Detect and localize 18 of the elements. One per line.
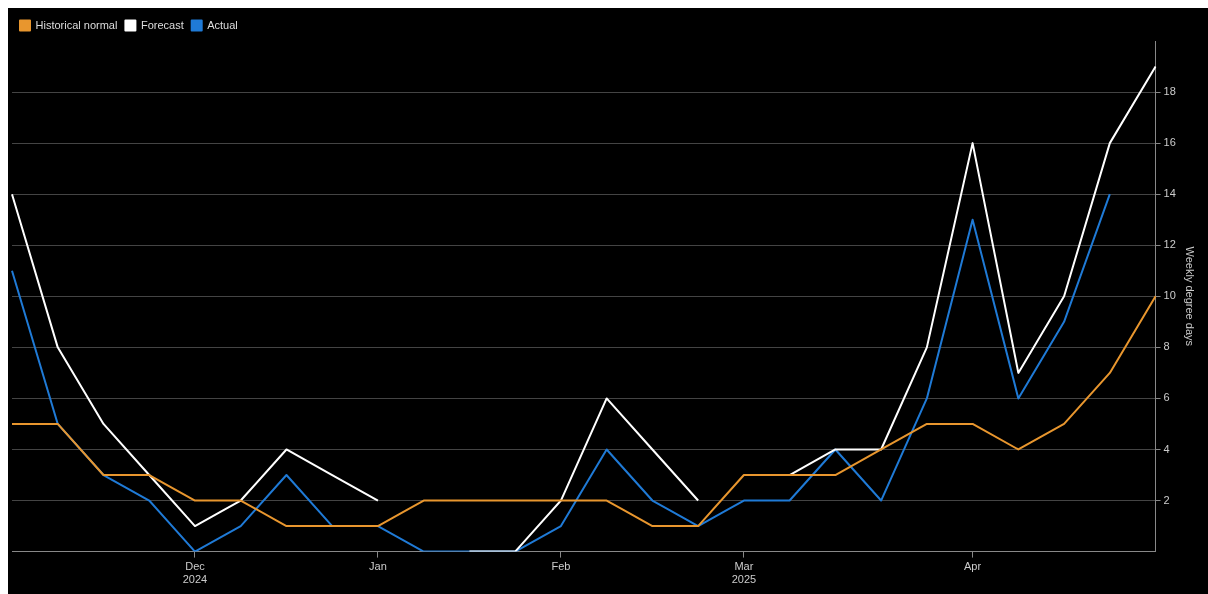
y-tick-label: 10 xyxy=(1163,289,1176,302)
y-tick-label: 18 xyxy=(1163,85,1176,98)
y-tick-label: 12 xyxy=(1163,238,1176,251)
y-tick-label: 14 xyxy=(1163,187,1176,200)
legend-label: Actual xyxy=(207,18,238,31)
y-tick-label: 16 xyxy=(1163,136,1176,149)
x-tick-label: Apr xyxy=(964,560,982,573)
legend-label: Historical normal xyxy=(35,18,118,31)
y-tick-label: 6 xyxy=(1163,391,1170,404)
x-tick-label: Mar 2025 xyxy=(731,560,757,586)
x-tick-label: Feb xyxy=(551,560,571,573)
x-tick-label: Jan xyxy=(369,560,387,573)
y-tick-label: 4 xyxy=(1163,442,1170,455)
y-tick-label: 8 xyxy=(1163,340,1170,353)
y-axis-title: Weekly degree days xyxy=(1184,246,1197,347)
y-tick-label: 2 xyxy=(1163,493,1170,506)
legend-label: Forecast xyxy=(140,18,184,31)
x-tick-label: Dec 2024 xyxy=(182,560,208,586)
